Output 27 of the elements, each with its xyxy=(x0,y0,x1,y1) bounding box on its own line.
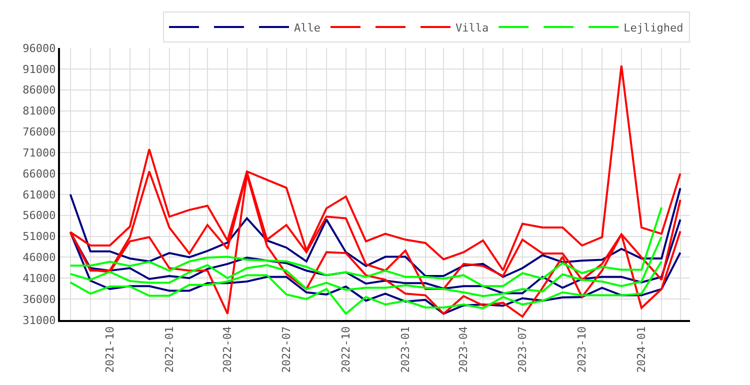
legend-label: Lejlighed xyxy=(624,21,684,34)
y-tick-label: 51000 xyxy=(22,230,56,244)
legend-label: Alle xyxy=(294,21,320,34)
y-tick-label: 46000 xyxy=(22,251,56,264)
y-tick-label: 31000 xyxy=(22,314,56,327)
legend-label: Villa xyxy=(456,21,489,34)
x-tick-label: 2022-07 xyxy=(280,326,293,373)
y-tick-label: 91000 xyxy=(22,62,56,76)
y-tick-label: 71000 xyxy=(22,146,56,160)
y-tick-label: 96000 xyxy=(22,42,56,55)
x-tick-label: 2022-01 xyxy=(162,326,176,373)
x-tick-label: 2022-10 xyxy=(339,326,352,373)
y-tick-label: 61000 xyxy=(22,188,56,202)
x-tick-label: 2023-04 xyxy=(457,326,470,373)
x-tick-label: 2021-10 xyxy=(103,326,116,373)
y-tick-label: 66000 xyxy=(22,167,56,180)
y-tick-label: 76000 xyxy=(22,126,56,139)
y-tick-label: 36000 xyxy=(22,292,56,306)
x-tick-label: 2023-10 xyxy=(576,326,589,373)
x-tick-label: 2022-04 xyxy=(221,326,234,373)
y-tick-label: 81000 xyxy=(22,104,56,118)
y-tick-label: 41000 xyxy=(22,272,56,285)
x-tick-label: 2024-01 xyxy=(635,326,648,373)
y-tick-label: 56000 xyxy=(22,209,56,222)
y-tick-label: 86000 xyxy=(22,84,56,97)
x-tick-label: 2023-01 xyxy=(398,326,412,373)
x-tick-label: 2023-07 xyxy=(516,326,530,373)
